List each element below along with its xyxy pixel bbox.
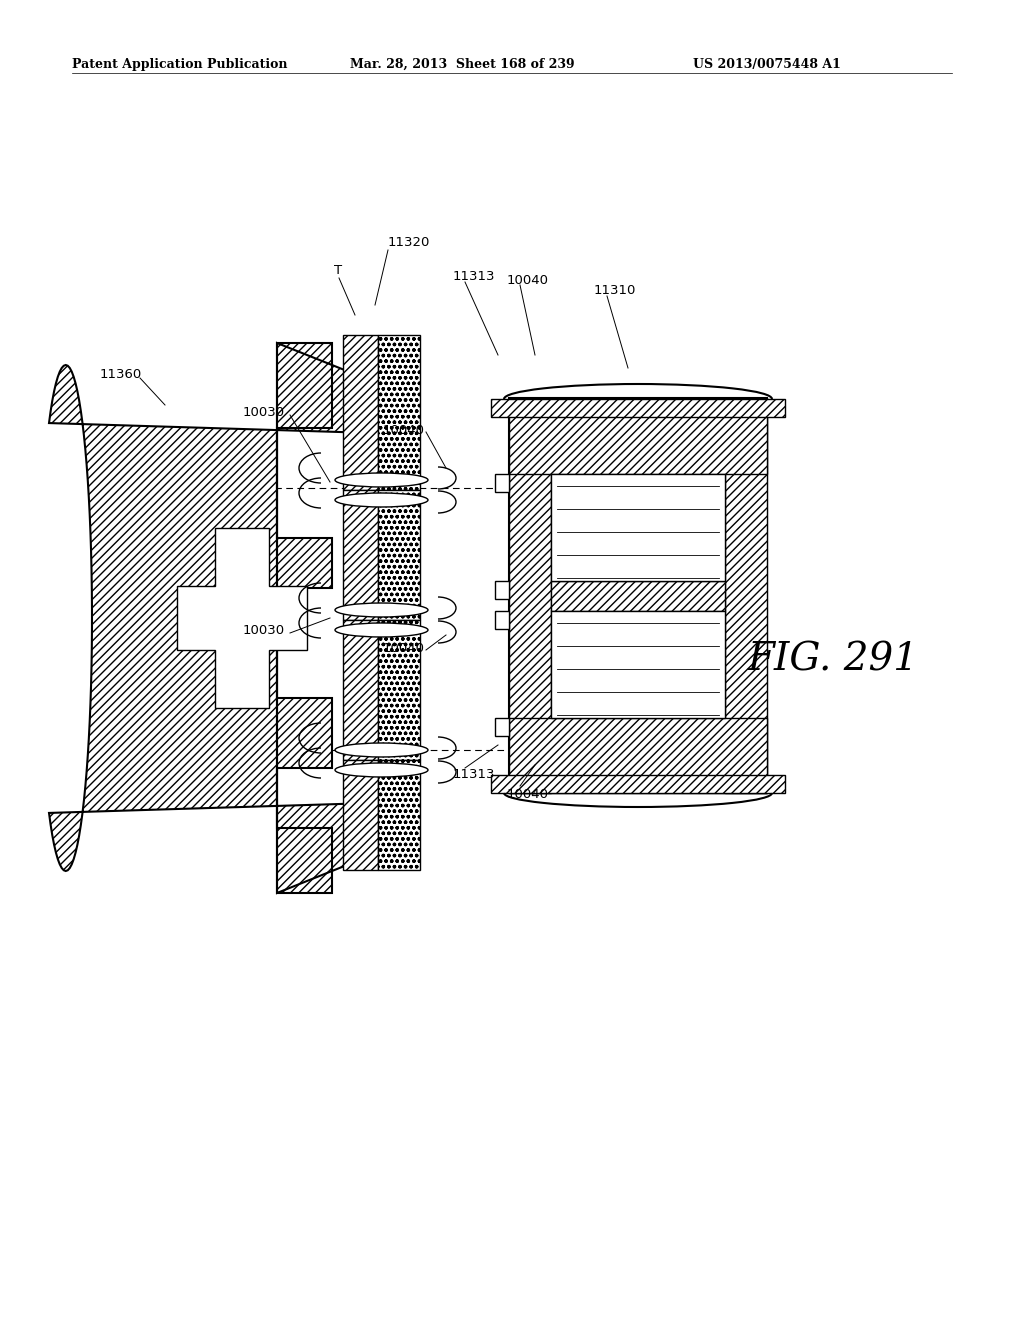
Bar (343, 760, 378, 870)
Bar (551, 611, 725, 718)
Bar (378, 490, 420, 620)
Bar (495, 611, 509, 630)
Text: Patent Application Publication: Patent Application Publication (72, 58, 288, 71)
Text: 11313: 11313 (453, 768, 496, 781)
Bar (509, 399, 551, 793)
Bar (509, 718, 767, 793)
Bar (378, 335, 420, 490)
Polygon shape (177, 528, 307, 708)
Text: 10040: 10040 (507, 273, 549, 286)
Polygon shape (49, 343, 372, 894)
Ellipse shape (335, 623, 428, 638)
Bar (343, 620, 378, 760)
Text: 11313: 11313 (453, 269, 496, 282)
Ellipse shape (335, 492, 428, 507)
Text: 10040: 10040 (383, 424, 425, 437)
Ellipse shape (335, 473, 428, 487)
Bar (509, 399, 767, 474)
Text: 10030: 10030 (243, 623, 285, 636)
Bar (725, 399, 767, 793)
Text: Mar. 28, 2013  Sheet 168 of 239: Mar. 28, 2013 Sheet 168 of 239 (350, 58, 574, 71)
Text: 11310: 11310 (594, 284, 636, 297)
Text: US 2013/0075448 A1: US 2013/0075448 A1 (693, 58, 841, 71)
Bar (490, 775, 785, 793)
Ellipse shape (335, 743, 428, 756)
Bar (490, 399, 785, 417)
Text: 10030: 10030 (243, 407, 285, 420)
Bar (378, 620, 420, 760)
Text: 11360: 11360 (100, 368, 142, 381)
Bar (495, 581, 509, 599)
Bar (343, 335, 378, 490)
Bar (551, 474, 725, 581)
Text: T: T (334, 264, 342, 276)
Text: FIG. 291: FIG. 291 (748, 642, 919, 678)
Bar (343, 490, 378, 620)
Bar (378, 760, 420, 870)
Text: 11320: 11320 (388, 235, 430, 248)
Bar (495, 474, 509, 492)
Text: 10040: 10040 (507, 788, 549, 800)
Text: 10040: 10040 (383, 642, 425, 655)
Ellipse shape (335, 603, 428, 616)
Bar (509, 399, 767, 793)
Bar (551, 581, 725, 611)
Ellipse shape (335, 763, 428, 777)
Bar (495, 718, 509, 737)
